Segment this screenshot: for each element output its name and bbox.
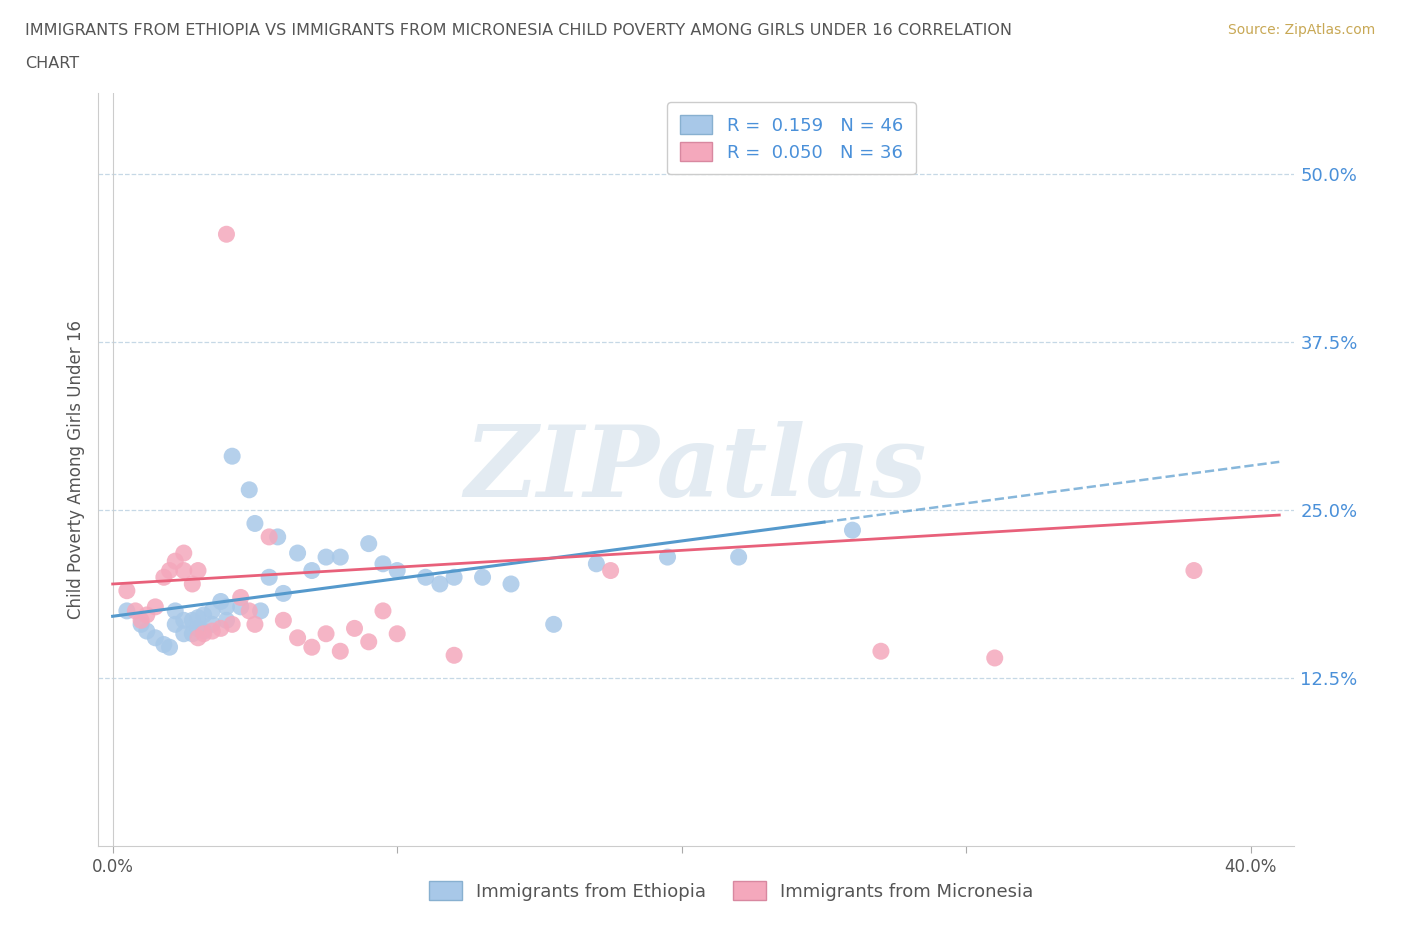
Point	[257, 570, 280, 585]
Point	[165, 553, 187, 568]
Point	[221, 617, 243, 631]
Point	[267, 529, 290, 544]
Point	[657, 550, 679, 565]
Point	[301, 563, 323, 578]
Point	[193, 624, 215, 639]
Point	[187, 631, 209, 645]
Point	[201, 624, 224, 639]
Point	[193, 626, 215, 641]
Point	[471, 570, 494, 585]
Point	[238, 483, 260, 498]
Point	[135, 624, 157, 639]
Point	[165, 604, 187, 618]
Point	[159, 563, 181, 578]
Point	[181, 626, 204, 641]
Text: IMMIGRANTS FROM ETHIOPIA VS IMMIGRANTS FROM MICRONESIA CHILD POVERTY AMONG GIRLS: IMMIGRANTS FROM ETHIOPIA VS IMMIGRANTS F…	[25, 23, 1012, 38]
Point	[329, 550, 352, 565]
Point	[243, 516, 266, 531]
Point	[215, 227, 238, 242]
Point	[124, 604, 146, 618]
Point	[870, 644, 893, 658]
Point	[385, 626, 409, 641]
Point	[599, 563, 621, 578]
Point	[543, 617, 565, 631]
Y-axis label: Child Poverty Among Girls Under 16: Child Poverty Among Girls Under 16	[66, 320, 84, 619]
Point	[129, 617, 152, 631]
Point	[315, 550, 337, 565]
Point	[153, 570, 176, 585]
Point	[429, 577, 451, 591]
Point	[243, 617, 266, 631]
Point	[727, 550, 749, 565]
Point	[153, 637, 176, 652]
Point	[371, 604, 394, 618]
Point	[273, 586, 295, 601]
Point	[343, 621, 366, 636]
Point	[165, 617, 187, 631]
Point	[135, 607, 157, 622]
Point	[249, 604, 271, 618]
Point	[143, 600, 166, 615]
Point	[229, 600, 252, 615]
Point	[181, 577, 204, 591]
Point	[215, 600, 238, 615]
Point	[187, 621, 209, 636]
Point	[209, 621, 232, 636]
Point	[301, 640, 323, 655]
Point	[1182, 563, 1205, 578]
Point	[173, 563, 195, 578]
Point	[209, 594, 232, 609]
Point	[415, 570, 437, 585]
Point	[257, 529, 280, 544]
Point	[187, 563, 209, 578]
Point	[173, 613, 195, 628]
Point	[115, 583, 138, 598]
Point	[357, 537, 380, 551]
Point	[193, 607, 215, 622]
Point	[229, 590, 252, 604]
Point	[841, 523, 863, 538]
Point	[385, 563, 409, 578]
Point	[221, 449, 243, 464]
Point	[357, 634, 380, 649]
Point	[215, 613, 238, 628]
Point	[371, 556, 394, 571]
Point	[159, 640, 181, 655]
Point	[143, 631, 166, 645]
Point	[443, 570, 465, 585]
Point	[984, 651, 1007, 666]
Point	[443, 648, 465, 663]
Point	[115, 604, 138, 618]
Legend: R =  0.159   N = 46, R =  0.050   N = 36: R = 0.159 N = 46, R = 0.050 N = 36	[668, 102, 915, 174]
Point	[181, 613, 204, 628]
Legend: Immigrants from Ethiopia, Immigrants from Micronesia: Immigrants from Ethiopia, Immigrants fro…	[420, 872, 1042, 910]
Point	[173, 546, 195, 561]
Point	[499, 577, 522, 591]
Point	[273, 613, 295, 628]
Point	[129, 613, 152, 628]
Point	[329, 644, 352, 658]
Point	[287, 631, 309, 645]
Text: ZIPatlas: ZIPatlas	[465, 421, 927, 518]
Text: Source: ZipAtlas.com: Source: ZipAtlas.com	[1227, 23, 1375, 37]
Point	[238, 604, 260, 618]
Point	[315, 626, 337, 641]
Point	[201, 617, 224, 631]
Text: CHART: CHART	[25, 56, 79, 71]
Point	[187, 610, 209, 625]
Point	[173, 626, 195, 641]
Point	[585, 556, 607, 571]
Point	[287, 546, 309, 561]
Point	[201, 604, 224, 618]
